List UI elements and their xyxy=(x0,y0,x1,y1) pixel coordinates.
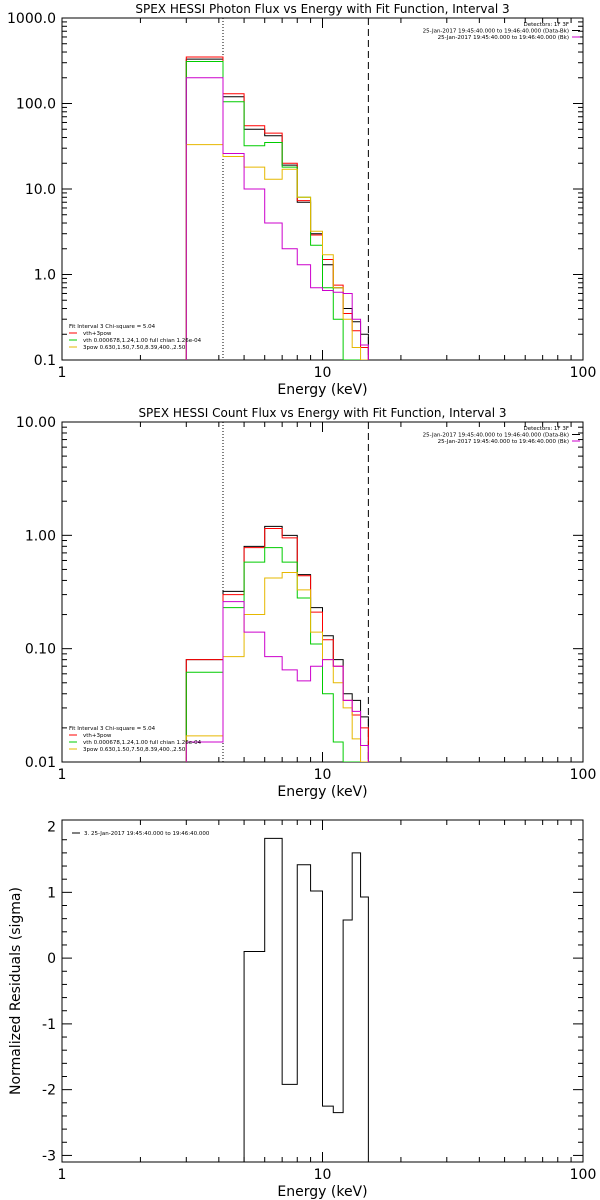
series-line-bk xyxy=(185,77,369,360)
legend-text: vth+3pow xyxy=(83,733,112,739)
x-tick-label: 100 xyxy=(570,365,597,381)
plot-frame xyxy=(61,17,584,361)
header-text: Detectors: 1F 3F xyxy=(523,426,569,432)
legend-text: vth 0.000678,1.24,1.00 full chian 1.26e-… xyxy=(83,740,202,746)
legend-text: vth+3pow xyxy=(83,331,112,337)
legend-text: 3pow 0.630,1.50,7.50,8.39,400.,2.50 xyxy=(83,345,186,351)
legend-text: Fit Interval 3 Chi-square = 5.04 xyxy=(69,726,156,732)
y-tick-label: 1 xyxy=(47,885,56,901)
y-tick-label: -2 xyxy=(42,1083,56,1099)
header-text: 25-Jan-2017 19:45:40.000 to 19:46:40.000… xyxy=(438,439,569,445)
y-tick-label: 1.00 xyxy=(25,528,56,544)
x-axis-label: Energy (keV) xyxy=(277,1184,367,1200)
x-tick-label: 1 xyxy=(58,365,67,381)
header-text: 25-Jan-2017 19:45:40.000 to 19:46:40.000… xyxy=(423,29,569,35)
chart-title: SPEX HESSI Photon Flux vs Energy with Fi… xyxy=(135,2,509,16)
y-tick-label: -1 xyxy=(42,1017,56,1033)
x-axis-label: Energy (keV) xyxy=(277,784,367,800)
series-line-vth-3pow xyxy=(185,56,369,360)
chart-title: SPEX HESSI Count Flux vs Energy with Fit… xyxy=(138,406,506,420)
x-tick-label: 1 xyxy=(58,767,67,783)
header-text: 25-Jan-2017 19:45:40.000 to 19:46:40.000… xyxy=(423,433,569,439)
y-tick-label: 1.0 xyxy=(34,268,56,284)
series-line-3pow xyxy=(185,571,369,762)
x-tick-label: 10 xyxy=(314,1167,332,1183)
x-tick-label: 10 xyxy=(314,767,332,783)
chart-panel-2: SPEX HESSI Count Flux vs Energy with Fit… xyxy=(16,406,596,800)
series-line-vth xyxy=(185,547,369,762)
y-tick-label: 2 xyxy=(47,820,56,836)
x-tick-label: 100 xyxy=(570,767,597,783)
chart-panel-1: SPEX HESSI Photon Flux vs Energy with Fi… xyxy=(7,2,596,398)
y-tick-label: -3 xyxy=(42,1148,56,1164)
legend-text: vth 0.000678,1.24,1.00 full chian 1.26e-… xyxy=(83,338,202,344)
series-line-data-bk xyxy=(185,58,369,360)
y-tick-label: 0.10 xyxy=(25,642,56,658)
legend-text: 3. 25-Jan-2017 19:45:40.000 to 19:46:40.… xyxy=(84,831,210,837)
legend-text: 3pow 0.630,1.50,7.50,8.39,400.,2.50 xyxy=(83,747,186,753)
y-tick-label: 0.01 xyxy=(25,755,56,771)
y-axis-label: Normalized Residuals (sigma) xyxy=(8,887,24,1095)
y-tick-label: 10.00 xyxy=(16,415,56,431)
legend-text: Fit Interval 3 Chi-square = 5.04 xyxy=(69,324,156,330)
y-tick-label: 10.0 xyxy=(25,182,56,198)
series-line-3pow xyxy=(185,144,369,360)
x-axis-label: Energy (keV) xyxy=(277,382,367,398)
y-tick-label: 100.0 xyxy=(16,97,56,113)
y-tick-label: 0.1 xyxy=(34,353,56,369)
series-line-bk xyxy=(185,601,369,762)
series-line-vth xyxy=(185,60,369,360)
plot-frame xyxy=(61,421,584,763)
y-tick-label: 1000.0 xyxy=(7,11,56,27)
header-text: 25-Jan-2017 19:45:40.000 to 19:46:40.000… xyxy=(438,35,569,41)
header-text: Detectors: 1F 3F xyxy=(523,22,569,28)
chart-panel-3: 1 10 100 Energy (keV) -3 -2 -1 0 1 2 Normalized Re… xyxy=(8,819,597,1200)
x-tick-label: 1 xyxy=(58,1167,67,1183)
series-line-vth-3pow xyxy=(185,527,369,762)
x-tick-label: 100 xyxy=(570,1167,597,1183)
y-tick-label: 0 xyxy=(47,951,56,967)
x-tick-label: 10 xyxy=(314,365,332,381)
series-line-data-bk xyxy=(185,525,369,762)
series-line-residuals xyxy=(243,837,369,1162)
